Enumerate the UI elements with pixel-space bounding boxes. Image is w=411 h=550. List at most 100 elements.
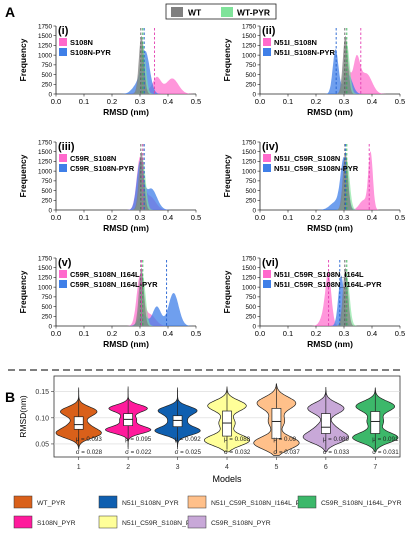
legend-mutant-label: C59R_S108N: [70, 154, 116, 163]
y-tick-label: 0: [48, 207, 52, 214]
mean-label: μ = 0.09: [273, 436, 296, 443]
y-tick-label: 1000: [242, 52, 257, 59]
legend-mutant-label: N51I_C59R_S108N_I164L: [274, 270, 364, 279]
y-tick-label: 500: [245, 72, 256, 79]
violin-5: μ = 0.09 σ = 0.037 5: [253, 383, 300, 471]
legend-mutant-label: C59R_S108N_I164L: [70, 270, 140, 279]
sd-label: σ = 0.032: [224, 449, 251, 456]
x-tick-label: 0.0: [255, 329, 265, 338]
legend-label: C59R_S108N_PYR: [211, 520, 271, 527]
violin-6: μ = 0.089 σ = 0.033 6: [302, 387, 350, 471]
x-tick-label: 0.2: [311, 213, 321, 222]
legend-mutant-label: S108N: [70, 38, 93, 47]
y-tick-label: 250: [41, 198, 52, 205]
x-tick-label: 0.2: [311, 329, 321, 338]
models-legend: WT_PYR N51I_S108N_PYR N51I_C59R_S108N_I164…: [13, 495, 402, 529]
y-tick-label: 250: [41, 82, 52, 89]
legend-swatch: [98, 495, 118, 509]
x-axis-title: RMSD (nm): [103, 107, 149, 117]
legend-swatch: [13, 495, 33, 509]
x-tick-label: 0.0: [255, 213, 265, 222]
y-tick-label: 0.05: [35, 441, 49, 448]
y-tick-label: 500: [245, 304, 256, 311]
subpanel-label: (vi): [262, 257, 279, 269]
y-tick-label: 1500: [242, 33, 257, 40]
y-tick-label: 500: [41, 188, 52, 195]
legend-mutant-swatch: [263, 154, 271, 162]
y-tick-label: 250: [41, 314, 52, 321]
y-axis-title: Frequency: [18, 270, 28, 313]
top-legend-box: [165, 3, 277, 20]
x-axis-title: RMSD (nm): [103, 339, 149, 349]
legend-label: N51I_C59R_S108N_PYR: [122, 520, 200, 527]
subpanel-label: (i): [58, 25, 69, 37]
legend-mutant-swatch: [59, 270, 67, 278]
legend-mutant-pyr-label: N51I_C59R_S108N_I164L-PYR: [274, 280, 382, 289]
subpanel-ii: 0 250 500 750 1000 1250 1500 1750 0.0 0.1 0.2 0.3 0.…: [222, 23, 405, 117]
subpanel-vi: 0 250 500 750 1000 1250 1500 1750 0.0 0.1 0.2 0.3 0.…: [222, 255, 405, 349]
legend-mutant-pyr-label: C59R_S108N-PYR: [70, 164, 135, 173]
density-mut: [260, 54, 400, 94]
x-tick-label: 0.3: [135, 213, 145, 222]
x-tick-label: 0.1: [79, 213, 89, 222]
legend-item: N51I_C59R_S108N_PYR: [98, 515, 200, 529]
legend-swatch: [98, 515, 118, 529]
panel-a: A WT WT-PYR 0 250 500 750 1000 1250 1500 1750 0.…: [5, 3, 405, 349]
sd-label: σ = 0.033: [323, 449, 350, 456]
y-tick-label: 0: [48, 323, 52, 330]
x-tick-label: 0.5: [191, 97, 201, 106]
x-tick-label: 7: [373, 464, 377, 471]
x-axis-title: RMSD (nm): [307, 107, 353, 117]
x-tick-label: 0.2: [107, 213, 117, 222]
y-tick-label: 1250: [38, 43, 53, 50]
box: [222, 410, 232, 437]
y-tick-label: 500: [41, 72, 52, 79]
legend-mutant-pyr-swatch: [59, 280, 67, 288]
x-tick-label: 0.0: [255, 97, 265, 106]
legend-mutant-pyr-label: S108N-PYR: [70, 48, 111, 57]
panel-b-label: B: [5, 389, 15, 405]
mean-label: μ = 0.088: [224, 436, 251, 443]
x-tick-label: 0.2: [107, 329, 117, 338]
x-tick-label: 0.5: [395, 329, 405, 338]
box: [271, 408, 282, 440]
x-tick-label: 0.4: [367, 97, 377, 106]
y-tick-label: 1750: [38, 255, 53, 262]
x-axis-title: Models: [212, 474, 242, 484]
violin-2: μ = 0.095 σ = 0.022 2: [104, 386, 152, 471]
mean-label: μ = 0.093: [76, 436, 103, 443]
y-tick-label: 1000: [242, 168, 257, 175]
x-tick-label: 5: [274, 464, 278, 471]
mean-label: μ = 0.095: [125, 436, 152, 443]
y-tick-label: 1500: [38, 149, 53, 156]
y-tick-label: 1250: [242, 275, 257, 282]
x-tick-label: 0.5: [191, 213, 201, 222]
y-tick-label: 750: [41, 178, 52, 185]
box: [321, 413, 331, 434]
x-tick-label: 0.4: [163, 213, 173, 222]
x-tick-label: 6: [324, 464, 328, 471]
legend-mutant-pyr-label: N51I_S108N-PYR: [274, 48, 335, 57]
y-tick-label: 750: [41, 62, 52, 69]
y-tick-label: 1750: [242, 23, 257, 30]
legend-swatch: [13, 515, 33, 529]
y-tick-label: 500: [245, 188, 256, 195]
density-mut: [260, 151, 400, 210]
y-tick-label: 0.15: [35, 389, 49, 396]
legend-label: S108N_PYR: [37, 520, 76, 527]
sd-label: σ = 0.037: [273, 449, 300, 456]
subpanel-label: (ii): [262, 25, 276, 37]
density-mut: [56, 76, 196, 94]
rmsd-subpanels: 0 250 500 750 1000 1250 1500 1750 0.0 0.1 0.2 0.3 0.…: [18, 23, 405, 349]
x-tick-label: 0.0: [51, 213, 61, 222]
x-tick-label: 0.4: [367, 213, 377, 222]
violin-7: μ = 0.091 σ = 0.031 7: [352, 387, 399, 471]
legend-label: N51I_S108N_PYR: [122, 500, 179, 507]
y-tick-label: 1750: [242, 255, 257, 262]
legend-label: C59R_S108N_I164L_PYR: [321, 500, 402, 507]
y-tick-label: 1250: [38, 159, 53, 166]
x-tick-label: 0.5: [191, 329, 201, 338]
legend-swatch: [187, 495, 207, 509]
sd-label: σ = 0.025: [175, 449, 202, 456]
